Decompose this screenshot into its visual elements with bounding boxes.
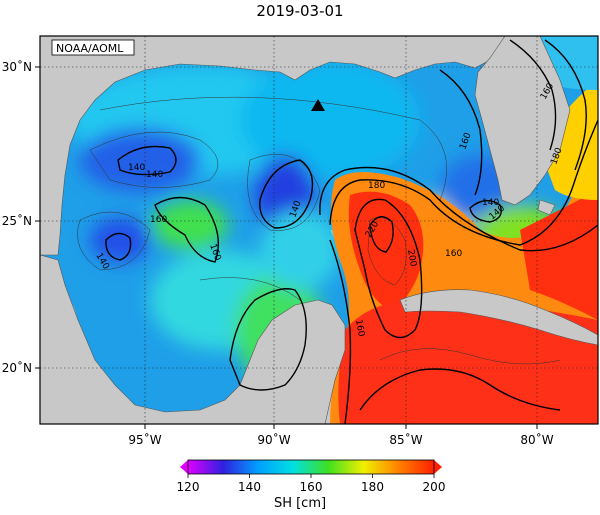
contour-200-carib	[359, 368, 561, 411]
lat-tick-label: 30˚N	[2, 59, 32, 74]
map-area: 140 140 140 140 160 160 160 160 180 180 …	[40, 36, 598, 424]
bahamas	[537, 199, 556, 216]
contour-160-a	[154, 196, 219, 263]
graticule	[40, 36, 598, 424]
contour-label: 140	[128, 163, 145, 173]
contour-220	[369, 216, 394, 253]
thin-contours	[77, 96, 561, 365]
axis-labels: 95˚W 90˚W 85˚W 80˚W 30˚N 25˚N 20˚N	[2, 59, 554, 447]
source-label: NOAA/AOML	[56, 42, 124, 55]
colorbar-max-arrow	[434, 460, 442, 474]
cuba	[399, 289, 598, 346]
contour-140-b	[259, 159, 314, 229]
station-marker-icon	[311, 99, 325, 111]
contour-label: 140	[482, 198, 499, 208]
contour-200	[354, 198, 423, 339]
contour-160-north	[439, 69, 483, 196]
contour-label: 160	[150, 215, 167, 225]
lon-tick-label: 90˚W	[257, 432, 290, 447]
lat-tick-label: 20˚N	[2, 360, 32, 375]
contour-label: 140	[146, 170, 163, 180]
colorbar-tick-label: 200	[423, 480, 446, 494]
colorbar-tick-label: 120	[177, 480, 200, 494]
contour-140-c	[105, 232, 132, 261]
lon-tick-label: 95˚W	[128, 432, 161, 447]
contour-label: 160	[353, 319, 366, 338]
mexico	[40, 254, 346, 424]
bold-contours	[105, 39, 598, 424]
contour-label: 200	[405, 249, 418, 268]
tick-marks	[35, 66, 538, 429]
colorbar-min-arrow	[180, 460, 188, 474]
contour-180-atl	[544, 39, 587, 171]
colorbar-tick-label: 140	[238, 480, 261, 494]
contour-label: 160	[445, 249, 462, 259]
map-title: 2019-03-01	[256, 2, 344, 20]
colorbar-tick-label: 180	[361, 480, 384, 494]
contour-label: 180	[368, 181, 385, 191]
contour-160-gulf	[319, 166, 598, 252]
source-label-box: NOAA/AOML	[51, 39, 135, 56]
contour-180	[329, 119, 598, 246]
colorbar: 120 140 160 180 200	[177, 459, 446, 494]
us-coast	[40, 36, 506, 256]
contour-140-a	[117, 145, 177, 176]
contour-160-b	[229, 288, 307, 391]
lon-tick-label: 85˚W	[389, 432, 422, 447]
contour-160-atl	[509, 39, 557, 151]
contour-160-west	[329, 239, 352, 424]
colorbar-label: SH [cm]	[273, 496, 327, 511]
colorbar-gradient	[188, 460, 434, 474]
lat-tick-label: 25˚N	[2, 213, 32, 228]
colorbar-tick-label: 160	[300, 480, 323, 494]
land-masses	[40, 36, 598, 424]
map-frame	[39, 35, 599, 425]
contour-140-d	[469, 200, 502, 223]
lon-tick-label: 80˚W	[520, 432, 553, 447]
